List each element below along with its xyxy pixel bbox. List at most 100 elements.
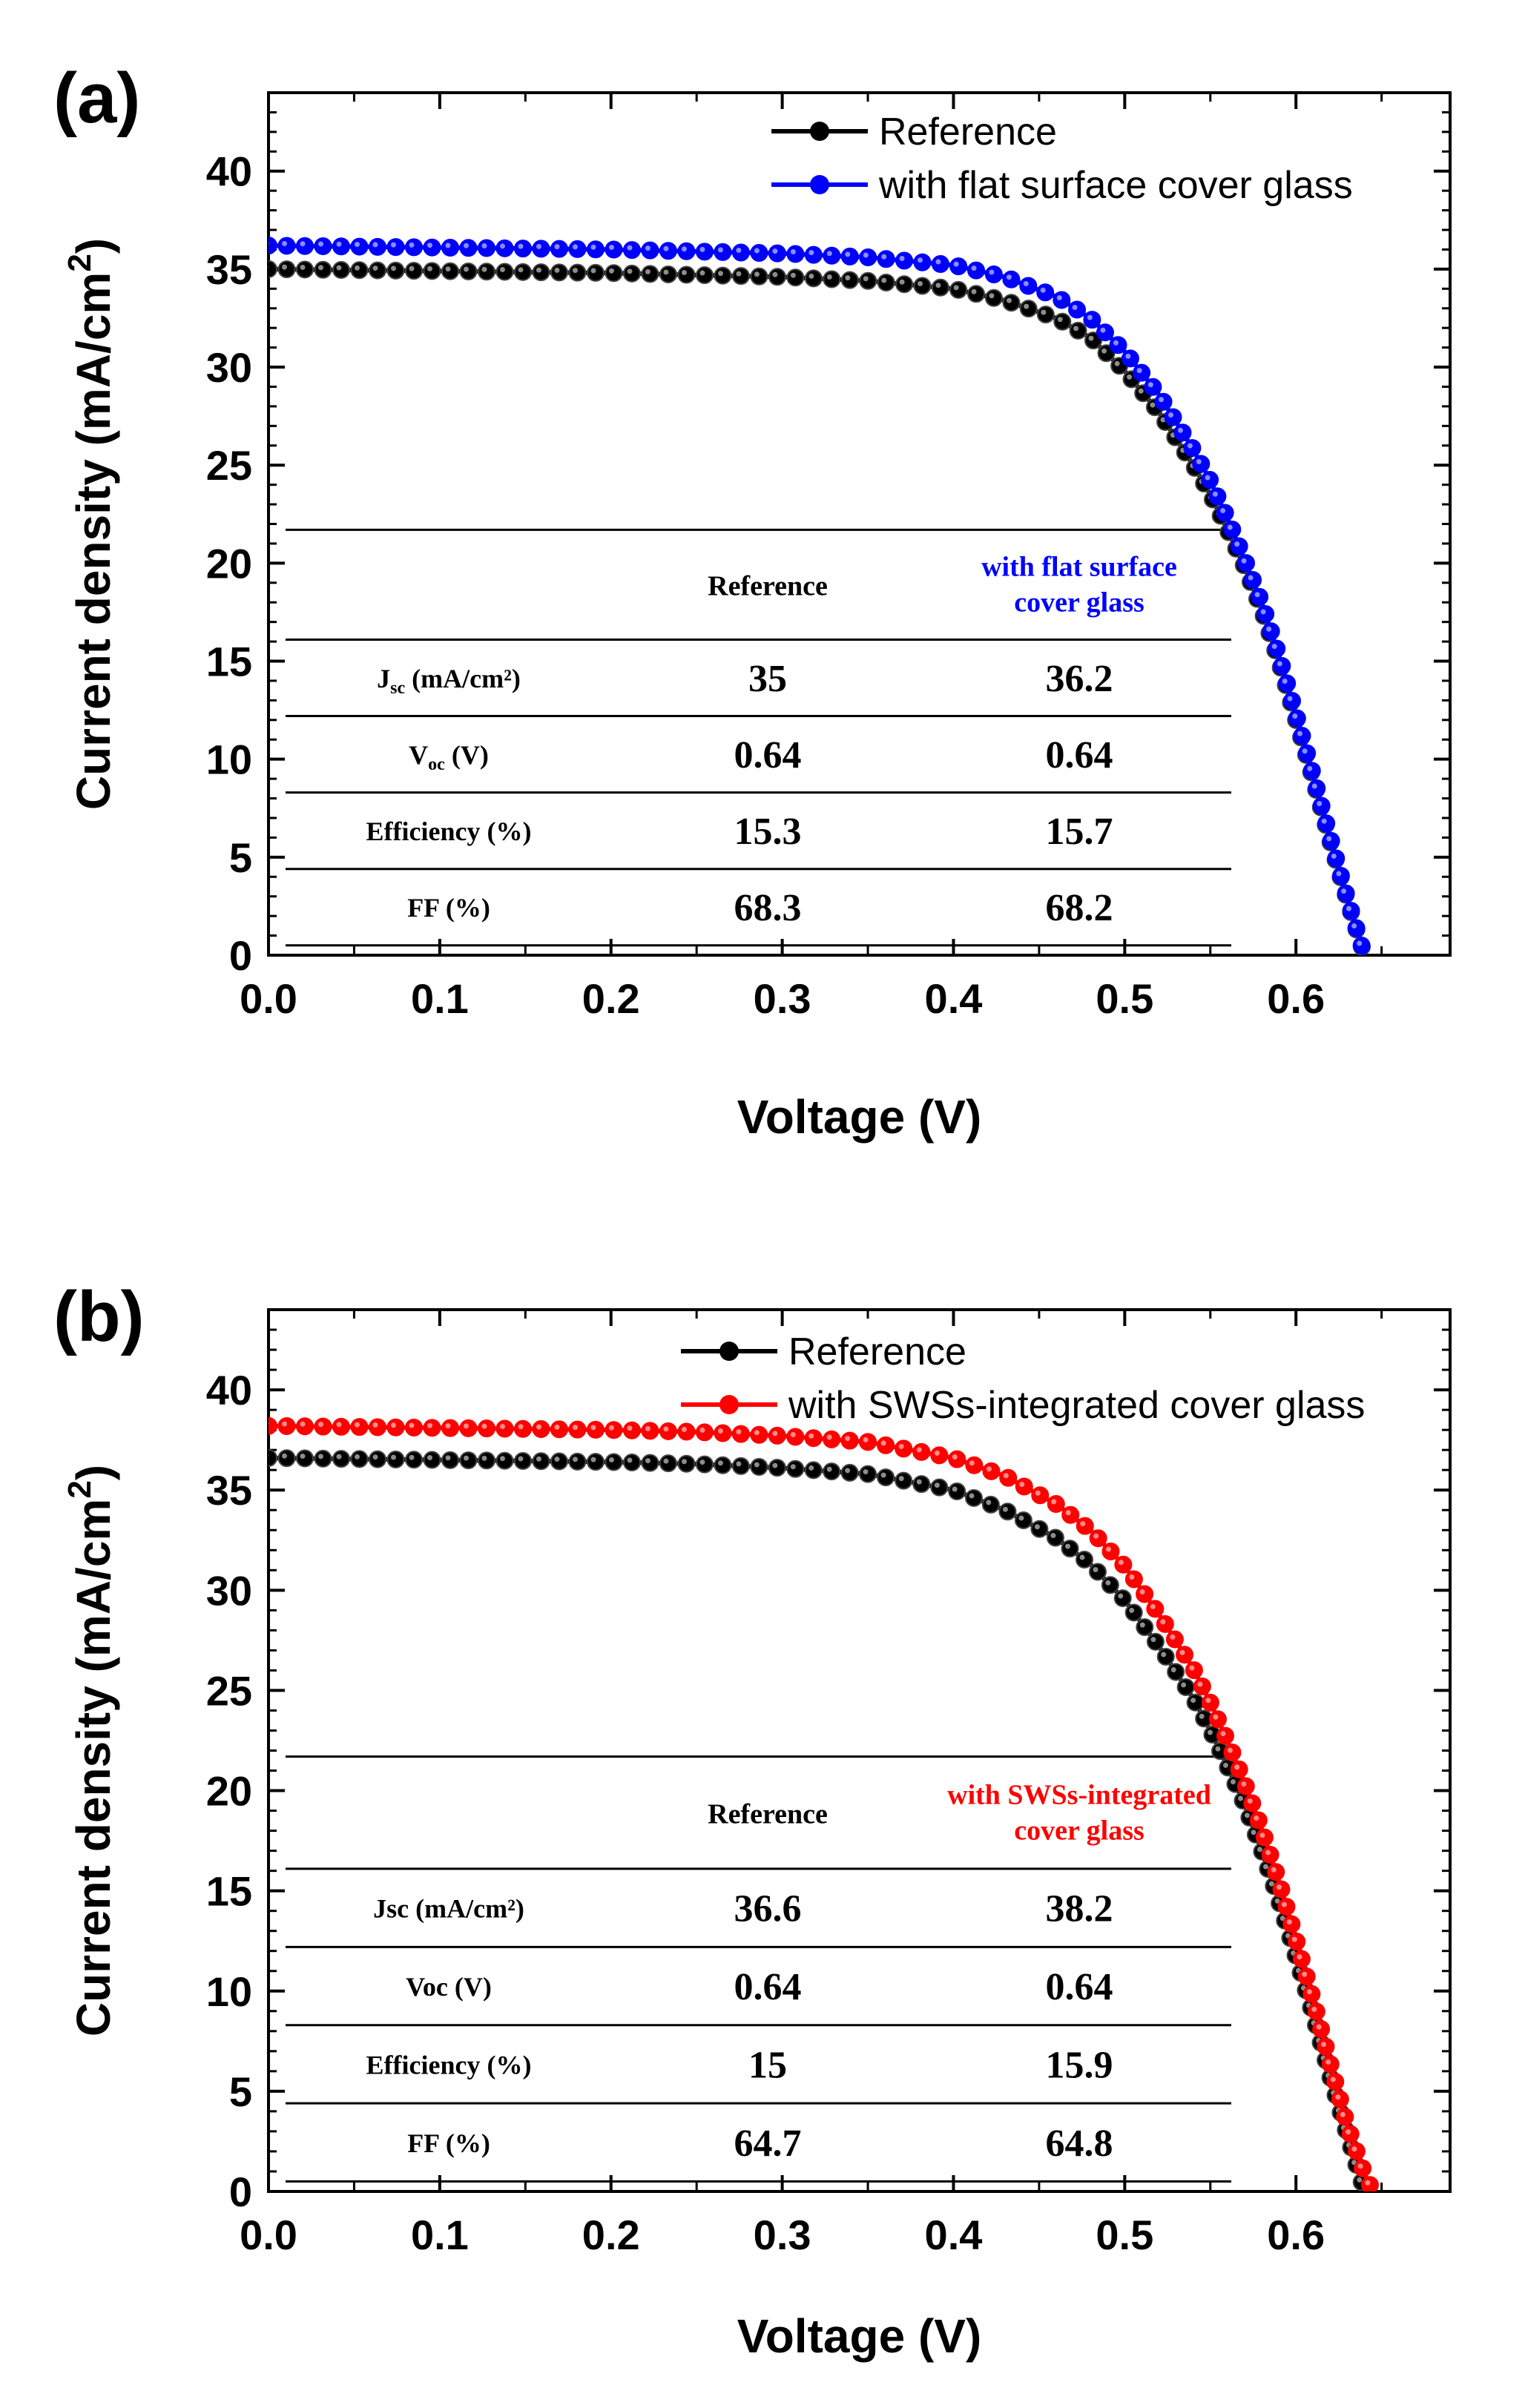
data-point-highlight: [409, 1422, 415, 1428]
data-point-highlight: [1357, 940, 1363, 946]
data-point-highlight: [1302, 748, 1308, 754]
data-point-highlight: [1127, 374, 1133, 380]
data-point: [964, 1488, 983, 1507]
data-point-highlight: [627, 245, 633, 251]
data-point: [823, 270, 841, 288]
data-point: [840, 271, 859, 289]
table-cell-cover: 36.2: [1046, 658, 1113, 700]
data-point-highlight: [390, 1422, 396, 1428]
data-point: [714, 243, 732, 261]
y-tick-label: 10: [206, 1968, 252, 2015]
data-point-highlight: [1181, 1682, 1187, 1688]
data-point: [532, 240, 550, 258]
data-point-highlight: [627, 1457, 633, 1463]
data-point-highlight: [317, 1422, 323, 1428]
data-point-highlight: [1093, 1533, 1099, 1539]
data-point-highlight: [281, 240, 287, 246]
data-point: [1337, 884, 1355, 903]
data-point: [1133, 363, 1151, 382]
data-point-highlight: [1139, 1589, 1145, 1594]
table-row-label: FF (%): [407, 893, 490, 923]
data-point-highlight: [590, 268, 596, 274]
data-point-highlight: [536, 1424, 541, 1430]
data-point: [532, 263, 550, 282]
data-point: [1352, 937, 1371, 955]
data-point-highlight: [1268, 1881, 1274, 1887]
data-point: [1273, 657, 1291, 676]
data-point-highlight: [1227, 524, 1233, 530]
data-point-highlight: [1262, 1864, 1268, 1870]
data-point-highlight: [1003, 1473, 1009, 1479]
data-point: [967, 261, 986, 280]
data-point: [269, 260, 277, 278]
data-point: [895, 275, 914, 294]
data-point-highlight: [863, 1436, 869, 1442]
data-point-highlight: [1340, 2111, 1346, 2117]
data-point-highlight: [554, 267, 560, 273]
data-point-highlight: [935, 283, 941, 288]
data-point-highlight: [463, 243, 469, 248]
data-point-highlight: [1072, 305, 1078, 311]
data-point-highlight: [736, 247, 742, 253]
x-axis-label: Voltage (V): [737, 2309, 982, 2363]
data-point-highlight: [1205, 1698, 1211, 1703]
data-point-highlight: [1321, 818, 1327, 824]
data-point: [859, 271, 877, 290]
y-axis-label: Current density (mA/cm2): [62, 238, 120, 810]
data-point-highlight: [1051, 1499, 1057, 1505]
data-point: [1156, 1614, 1174, 1633]
data-point-highlight: [590, 1457, 596, 1462]
data-point: [1326, 2073, 1345, 2091]
data-point: [350, 261, 369, 280]
data-point-highlight: [952, 1454, 958, 1460]
data-point-highlight: [772, 1431, 778, 1436]
data-point: [622, 1454, 641, 1472]
data-point-highlight: [1215, 1746, 1221, 1752]
data-point-highlight: [499, 243, 505, 249]
data-point-highlight: [1302, 1971, 1308, 1977]
data-point-highlight: [499, 267, 505, 273]
data-point-highlight: [986, 1500, 992, 1505]
data-point: [1288, 709, 1306, 728]
data-point: [513, 1419, 532, 1438]
data-point-highlight: [426, 1455, 432, 1461]
data-point-highlight: [1207, 1729, 1213, 1735]
data-point: [441, 1419, 459, 1437]
data-point: [1341, 2125, 1360, 2143]
x-axis: 0.0 0.1 0.2 0.3 0.4 0.5 0.6: [240, 1310, 1383, 2258]
data-point: [804, 269, 823, 288]
data-point: [999, 1468, 1018, 1487]
data-point-highlight: [608, 1425, 614, 1431]
data-point: [1167, 1663, 1185, 1681]
data-point: [1322, 831, 1340, 850]
data-point-highlight: [317, 1454, 323, 1459]
data-point: [513, 240, 532, 258]
y-tick-label: 25: [206, 1667, 252, 1714]
data-point: [332, 261, 350, 280]
data-point: [804, 245, 823, 264]
data-point-highlight: [880, 1472, 886, 1478]
series-reference: [269, 260, 1371, 955]
data-point-highlight: [536, 243, 541, 249]
data-point-highlight: [409, 1454, 415, 1460]
data-point-highlight: [681, 246, 687, 252]
table-header-reference: Reference: [708, 1798, 828, 1830]
data-point: [981, 1495, 1000, 1514]
data-point-highlight: [1317, 801, 1323, 807]
data-point-highlight: [1034, 1524, 1040, 1530]
data-point: [786, 268, 805, 287]
data-point: [1268, 639, 1286, 658]
x-tick-label: 0.0: [240, 2211, 297, 2258]
data-point: [277, 1417, 296, 1436]
data-point-highlight: [1136, 368, 1142, 374]
data-point: [1331, 2090, 1349, 2108]
y-tick-label: 5: [229, 834, 252, 881]
data-point: [622, 241, 641, 260]
data-point: [1278, 674, 1297, 693]
data-point: [368, 261, 386, 280]
data-point: [895, 1471, 913, 1490]
data-point: [1256, 604, 1275, 623]
data-point: [350, 237, 369, 256]
data-point: [605, 1421, 623, 1439]
y-tick-label: 30: [206, 1567, 252, 1614]
